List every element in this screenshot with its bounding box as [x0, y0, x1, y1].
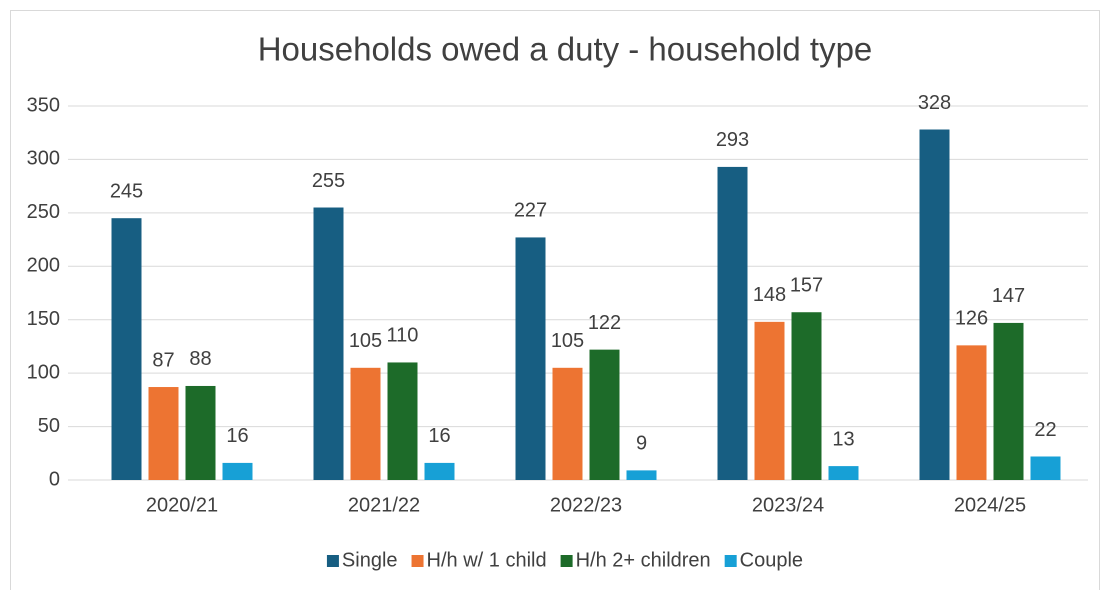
data-label: 245: [110, 180, 143, 202]
bar: [515, 237, 546, 480]
legend-swatch: [560, 555, 573, 567]
data-label: 13: [832, 428, 854, 450]
data-label: 147: [992, 285, 1025, 307]
bar: [387, 362, 418, 480]
data-label: 293: [716, 129, 749, 151]
data-label: 22: [1034, 419, 1056, 441]
x-tick-label: 2021/22: [348, 494, 420, 516]
y-tick-label: 150: [27, 308, 60, 330]
bar: [148, 387, 179, 480]
data-label: 105: [349, 330, 382, 352]
data-label: 122: [588, 312, 621, 334]
bar: [111, 218, 142, 480]
y-tick-label: 0: [49, 468, 60, 490]
data-label: 16: [226, 425, 248, 447]
x-tick-label: 2023/24: [752, 494, 824, 516]
legend-swatch: [411, 555, 424, 567]
x-tick-label: 2020/21: [146, 494, 218, 516]
y-tick-label: 300: [27, 148, 60, 170]
y-tick-label: 50: [38, 415, 60, 437]
bar: [791, 312, 822, 480]
data-label: 328: [918, 92, 951, 114]
y-tick-label: 350: [27, 94, 60, 116]
y-tick-label: 250: [27, 201, 60, 223]
legend-swatch: [326, 555, 339, 567]
legend-label: H/h 2+ children: [576, 549, 711, 571]
bar: [313, 207, 344, 480]
data-label: 157: [790, 275, 823, 297]
chart-frame: [10, 10, 1100, 595]
data-label: 105: [551, 330, 584, 352]
y-tick-label: 200: [27, 255, 60, 277]
bar: [1030, 456, 1061, 480]
bar: [185, 385, 216, 480]
data-label: 88: [189, 348, 211, 370]
bar: [754, 321, 785, 480]
legend-label: H/h w/ 1 child: [427, 549, 547, 571]
bar: [626, 470, 657, 480]
x-tick-label: 2022/23: [550, 494, 622, 516]
chart-title: Households owed a duty - household type: [258, 31, 873, 68]
x-tick-label: 2024/25: [954, 494, 1026, 516]
data-label: 227: [514, 200, 547, 222]
legend-label: Couple: [740, 549, 803, 571]
bar: [828, 466, 859, 480]
legend-swatch: [724, 555, 737, 567]
data-label: 9: [636, 433, 647, 455]
bar: [222, 462, 253, 480]
data-label: 16: [428, 425, 450, 447]
bar: [993, 322, 1024, 480]
legend: Single H/h w/ 1 child H/h 2+ children Coupl…: [326, 549, 803, 571]
bar: [552, 367, 583, 480]
bar: [424, 462, 455, 480]
bar: [956, 345, 987, 480]
data-label: 87: [152, 349, 174, 371]
data-label: 255: [312, 170, 345, 192]
bar: [350, 367, 381, 480]
data-label: 148: [753, 284, 786, 306]
data-label: 126: [955, 308, 988, 330]
y-tick-label: 100: [27, 361, 60, 383]
legend-label: Single: [342, 549, 398, 571]
bar: [919, 129, 950, 480]
bar: [717, 166, 748, 480]
bar: [589, 349, 620, 480]
data-label: 110: [387, 325, 419, 347]
